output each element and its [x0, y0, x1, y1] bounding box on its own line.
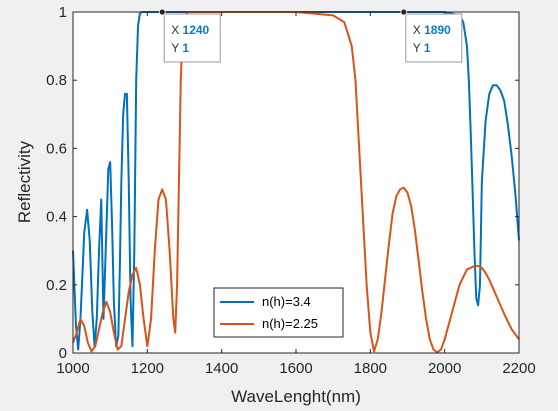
legend-entry-series-1: n(h)=3.4 [262, 294, 311, 309]
x-tick-label: 1800 [354, 360, 387, 377]
y-tick-label: 1 [59, 4, 67, 21]
y-tick-label: 0 [59, 345, 67, 362]
datatip-y-text: Y 1 [413, 41, 431, 55]
legend-entry-series-2: n(h)=2.25 [262, 316, 318, 331]
x-tick-label: 1600 [279, 360, 312, 377]
legend-box [213, 287, 344, 338]
y-tick-label: 0.4 [46, 209, 67, 226]
datatip-2[interactable]: X 1890 Y 1 [400, 8, 463, 63]
x-tick-label: 2200 [502, 360, 535, 377]
datatip-1[interactable]: X 1240 Y 1 [158, 8, 221, 63]
legend: n(h)=3.4 n(h)=2.25 [213, 287, 344, 338]
series-line-2 [72, 11, 520, 354]
y-tick-label: 0.8 [46, 72, 67, 89]
x-tick-label: 1200 [131, 360, 164, 377]
datatip-y-text: Y 1 [171, 41, 189, 55]
x-axis-label: WaveLenght(nm) [231, 387, 361, 406]
datatip-x-text: X 1890 [413, 23, 451, 37]
x-tick-label: 1000 [56, 360, 89, 377]
x-tick-label: 2000 [428, 360, 461, 377]
datatip-x-text: X 1240 [171, 23, 209, 37]
x-tick-label: 1400 [205, 360, 238, 377]
datatip-marker [158, 8, 166, 16]
y-tick-label: 0.6 [46, 140, 67, 157]
datatip-marker [400, 8, 408, 16]
datatip-box [405, 13, 463, 63]
y-axis-label: Reflectivity [15, 140, 34, 223]
tick-layer: 1000 1200 1400 1600 1800 2000 2200 0 0.2 0.4 0.6 0.… [46, 4, 536, 377]
datatip-layer: X 1240 Y 1 X 1890 Y 1 [158, 8, 463, 63]
datatip-box [163, 13, 221, 63]
y-tick-label: 0.2 [46, 277, 67, 294]
